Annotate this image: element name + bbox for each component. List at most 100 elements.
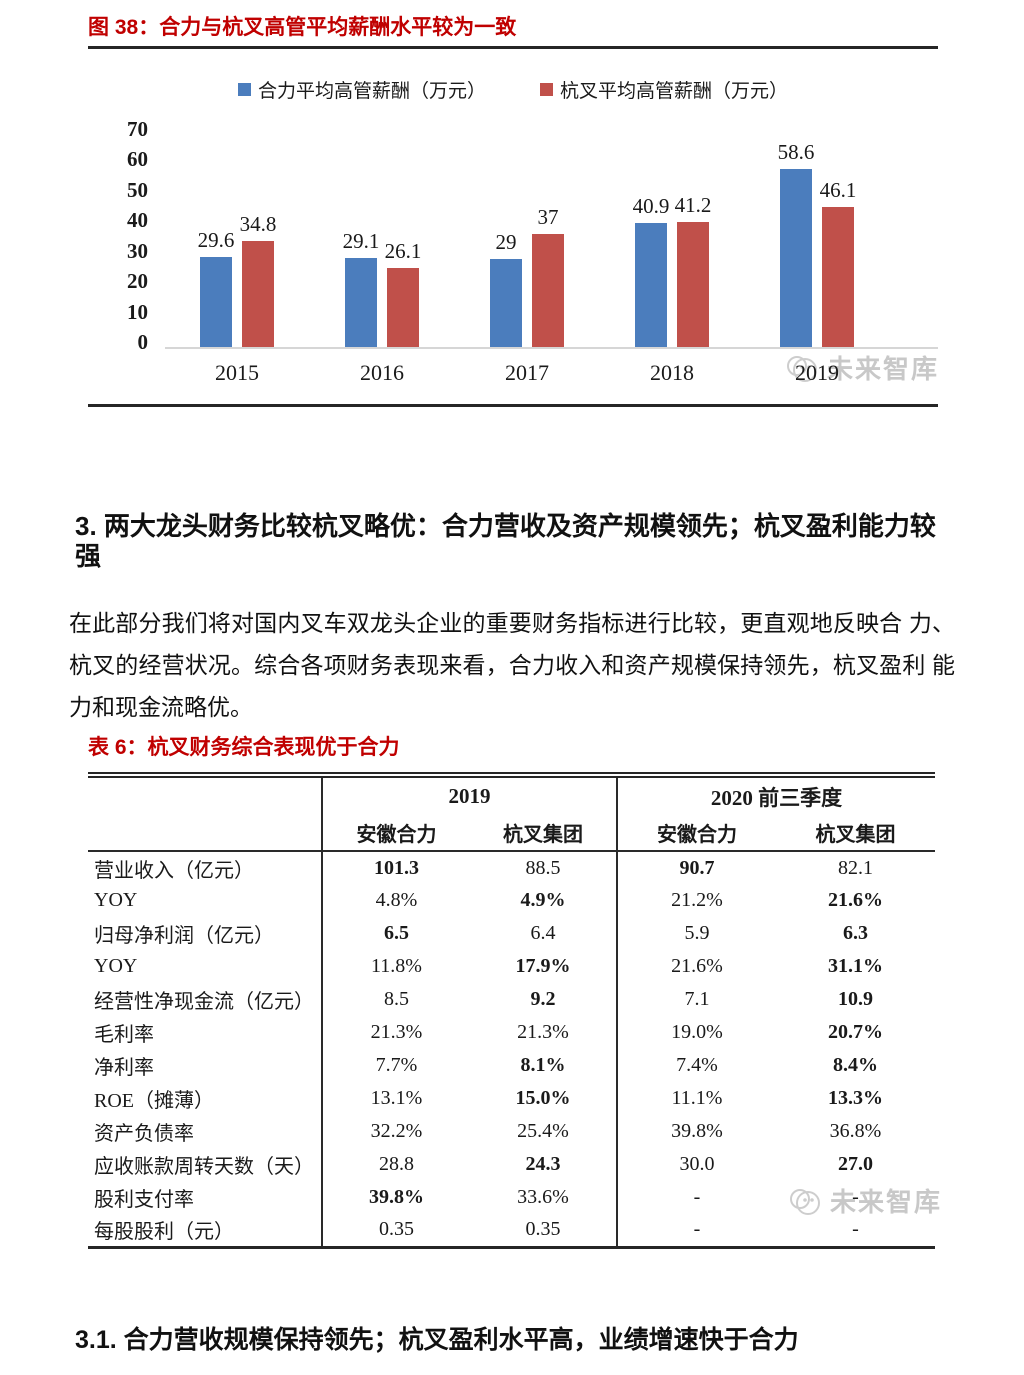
bar-2016-series2	[387, 268, 419, 347]
cell-value: 0.35	[321, 1214, 470, 1247]
cell-value: 5.9	[616, 917, 776, 950]
legend-item-hangcha: 杭叉平均高管薪酬（万元）	[540, 76, 788, 103]
table-row: 股利支付率 39.8% 33.6% - -	[88, 1181, 935, 1214]
cell-value: -	[852, 1218, 859, 1241]
cell-value: 21.3%	[321, 1016, 470, 1049]
chart-legend: 合力平均高管薪酬（万元） 杭叉平均高管薪酬（万元）	[88, 76, 938, 103]
cell-value: 6.4	[530, 922, 556, 944]
cell-value: 8.5	[321, 983, 470, 1016]
table-row: YOY 4.8% 4.9% 21.2% 21.6%	[88, 884, 935, 917]
cell-value: 31.1%	[828, 955, 883, 977]
corner-cell	[88, 775, 322, 815]
cell-value: -	[852, 1186, 859, 1208]
bar-2018-series2	[677, 222, 709, 347]
bar-value-label: 34.8	[239, 212, 277, 236]
figure-block: 图 38：合力与杭叉高管平均薪酬水平较为一致 合力平均高管薪酬（万元） 杭叉平均…	[88, 16, 938, 407]
bar-2015-series1	[200, 257, 232, 347]
cell-value: 82.1	[838, 856, 873, 879]
legend-label-heli: 合力平均高管薪酬（万元）	[257, 81, 486, 102]
cell-value: 8.4%	[833, 1054, 878, 1076]
cell-value: 7.4%	[616, 1049, 776, 1082]
cell-value: 32.2%	[321, 1115, 470, 1148]
bar-value-label: 46.1	[819, 178, 857, 202]
subheader-hangcha-2019: 杭叉集团	[470, 815, 617, 852]
legend-swatch-blue-icon	[237, 83, 251, 96]
bar-value-label: 29.6	[197, 228, 235, 252]
row-label: 每股股利（元）	[94, 1221, 234, 1244]
cell-value: 4.8%	[321, 884, 470, 917]
report-page: 图 38：合力与杭叉高管平均薪酬水平较为一致 合力平均高管薪酬（万元） 杭叉平均…	[0, 16, 1024, 1375]
cell-value: 30.0	[616, 1148, 776, 1181]
table-row: 资产负债率 32.2% 25.4% 39.8% 36.8%	[88, 1115, 935, 1148]
table-row: 营业收入（亿元） 101.3 88.5 90.7 82.1	[88, 851, 935, 884]
table-subheader-row: 安徽合力 杭叉集团 安徽合力 杭叉集团	[88, 815, 935, 852]
cell-value: 15.0%	[515, 1087, 571, 1109]
y-axis-tick-label: 30	[127, 238, 148, 263]
row-label: 应收账款周转天数（天）	[94, 1156, 314, 1178]
cell-value: 11.1%	[616, 1082, 776, 1115]
subheader-heli-2020: 安徽合力	[616, 815, 776, 852]
table-row: 每股股利（元） 0.35 0.35 - -	[88, 1214, 935, 1247]
legend-label-hangcha: 杭叉平均高管薪酬（万元）	[560, 81, 789, 102]
x-axis-label: 2018	[650, 360, 694, 385]
cell-value: 0.35	[525, 1218, 561, 1241]
table-row: 应收账款周转天数（天） 28.8 24.3 30.0 27.0	[88, 1148, 935, 1181]
fin-table-head: 2019 2020 前三季度 安徽合力 杭叉集团 安徽合力 杭叉集团	[88, 775, 935, 852]
bar-value-label: 40.9	[632, 194, 670, 218]
row-label: 经营性净现金流（亿元）	[94, 991, 314, 1013]
cell-value: 39.8%	[321, 1181, 470, 1214]
cell-value: 21.3%	[517, 1021, 569, 1043]
subsection-heading: 3.1. 合力营收规模保持领先；杭叉盈利水平高，业绩增速快于合力	[75, 1325, 799, 1354]
cell-value: 17.9%	[515, 955, 571, 977]
table-group-header-row: 2019 2020 前三季度	[88, 775, 935, 815]
cell-value: 13.1%	[321, 1082, 470, 1115]
y-axis-tick-label: 20	[127, 269, 148, 294]
cell-value: 25.4%	[517, 1120, 569, 1142]
corner-cell	[88, 815, 322, 852]
y-axis-tick-label: 60	[127, 147, 148, 172]
y-axis-tick-label: 70	[127, 117, 148, 141]
figure-bottom-rule	[88, 404, 938, 407]
legend-swatch-red-icon	[540, 83, 553, 96]
table-caption: 表 6：杭叉财务综合表现优于合力	[88, 736, 400, 759]
row-label: 股利支付率	[94, 1189, 194, 1211]
cell-value: 6.5	[321, 917, 470, 950]
table-row: ROE（摊薄） 13.1% 15.0% 11.1% 13.3%	[88, 1082, 935, 1115]
cell-value: 9.2	[530, 988, 556, 1010]
col-group-2020q3: 2020 前三季度	[616, 775, 935, 815]
cell-value: 7.7%	[321, 1049, 470, 1082]
bar-2017-series2	[532, 234, 564, 347]
col-group-2019: 2019	[321, 775, 617, 815]
body-paragraph: 在此部分我们将对国内叉车双龙头企业的重要财务指标进行比较，更直观地反映合 力、杭…	[69, 610, 955, 720]
cell-value: 27.0	[838, 1153, 873, 1175]
row-label: 营业收入（亿元）	[94, 859, 254, 882]
row-label: 净利率	[94, 1057, 154, 1079]
cell-value: 6.3	[843, 922, 868, 944]
bar-2019-series1	[780, 169, 812, 347]
cell-value: 101.3	[321, 851, 470, 884]
bar-value-label: 37	[537, 205, 559, 229]
cell-value: 8.1%	[520, 1054, 566, 1076]
cell-value: 21.6%	[616, 950, 776, 983]
financial-table: 2019 2020 前三季度 安徽合力 杭叉集团 安徽合力 杭叉集团 营业收入（…	[88, 772, 935, 1249]
table-row: 经营性净现金流（亿元） 8.5 9.2 7.1 10.9	[88, 983, 935, 1016]
row-label: YOY	[94, 889, 138, 911]
y-axis-tick-label: 0	[137, 330, 149, 354]
x-axis-label: 2015	[215, 360, 259, 385]
fin-table-body: 营业收入（亿元） 101.3 88.5 90.7 82.1 YOY 4.8% 4.9% 21.2…	[88, 851, 935, 1247]
y-axis-tick-label: 10	[127, 299, 148, 324]
cell-value: 33.6%	[517, 1186, 569, 1208]
cell-value: 24.3	[525, 1153, 561, 1175]
cell-value: 7.1	[616, 983, 776, 1016]
cell-value: 88.5	[525, 856, 561, 879]
cell-value: -	[616, 1214, 776, 1247]
cell-value: 21.6%	[828, 889, 883, 911]
x-axis-label: 2017	[505, 360, 549, 385]
cell-value: 11.8%	[321, 950, 470, 983]
table-row: YOY 11.8% 17.9% 21.6% 31.1%	[88, 950, 935, 983]
bar-value-label: 26.1	[384, 239, 422, 263]
table-row: 归母净利润（亿元） 6.5 6.4 5.9 6.3	[88, 917, 935, 950]
table-row: 毛利率 21.3% 21.3% 19.0% 20.7%	[88, 1016, 935, 1049]
cell-value: 19.0%	[616, 1016, 776, 1049]
subheader-heli-2019: 安徽合力	[321, 815, 470, 852]
